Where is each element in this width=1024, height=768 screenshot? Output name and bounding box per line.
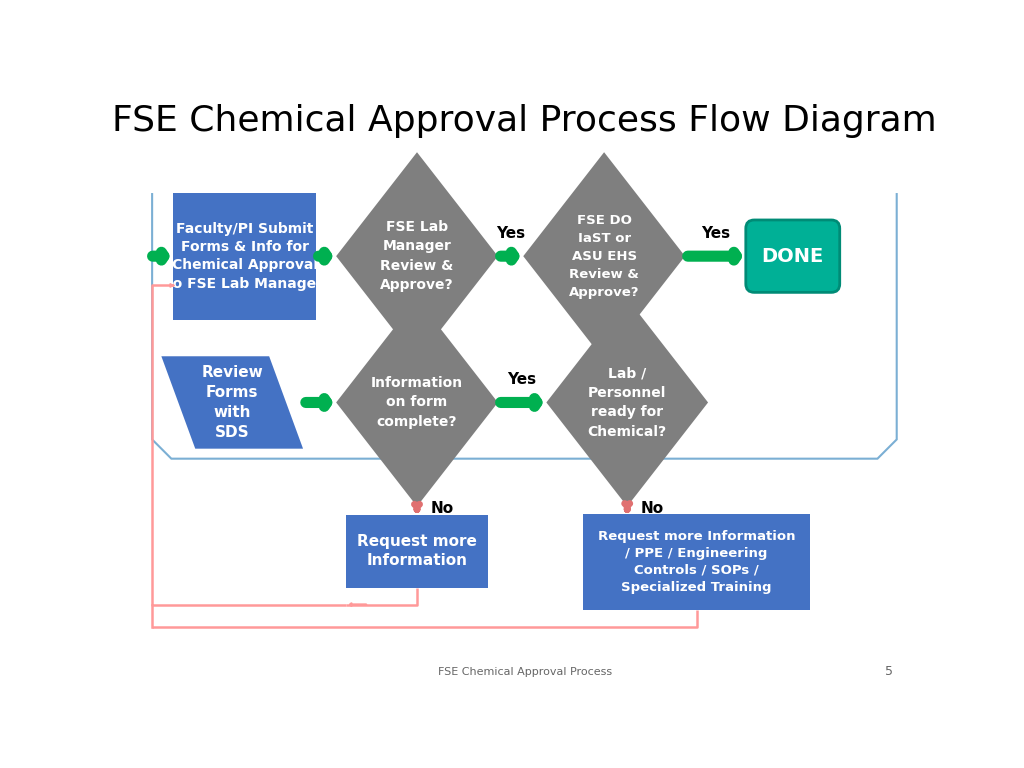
Text: Yes: Yes [508,372,537,387]
Polygon shape [336,299,498,506]
Text: No: No [431,501,454,516]
Text: No: No [641,501,665,515]
Text: FSE Chemical Approval Process: FSE Chemical Approval Process [437,667,612,677]
FancyBboxPatch shape [173,193,315,319]
Polygon shape [162,356,303,449]
Text: FSE DO
IaST or
ASU EHS
Review &
Approve?: FSE DO IaST or ASU EHS Review & Approve? [569,214,639,299]
Text: Request more
Information: Request more Information [357,534,477,568]
Polygon shape [336,152,498,360]
Text: Information
on form
complete?: Information on form complete? [371,376,463,429]
Text: Faculty/PI Submit
Forms & Info for
Chemical Approval
to FSE Lab Manager: Faculty/PI Submit Forms & Info for Chemi… [166,222,323,291]
Text: Yes: Yes [496,226,525,241]
Polygon shape [523,152,685,360]
Text: Review
Forms
with
SDS: Review Forms with SDS [202,366,263,439]
Text: FSE Lab
Manager
Review &
Approve?: FSE Lab Manager Review & Approve? [380,220,454,293]
Text: Yes: Yes [700,226,730,241]
FancyBboxPatch shape [745,220,840,293]
Text: Request more Information
/ PPE / Engineering
Controls / SOPs /
Specialized Train: Request more Information / PPE / Enginee… [598,530,796,594]
FancyBboxPatch shape [583,514,810,610]
Text: DONE: DONE [762,247,824,266]
FancyBboxPatch shape [346,515,488,588]
Text: FSE Chemical Approval Process Flow Diagram: FSE Chemical Approval Process Flow Diagr… [113,104,937,138]
Text: 5: 5 [885,665,893,678]
Polygon shape [547,299,708,506]
Text: Lab /
Personnel
ready for
Chemical?: Lab / Personnel ready for Chemical? [588,366,667,439]
